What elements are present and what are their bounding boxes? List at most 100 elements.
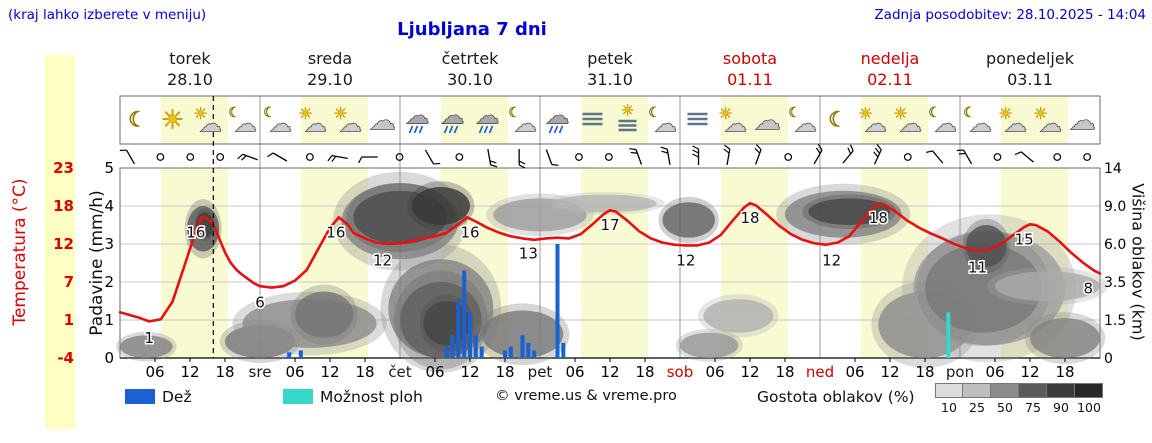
svg-text:-4: -4: [57, 349, 74, 367]
svg-text:17: 17: [600, 216, 619, 234]
svg-text:06: 06: [845, 363, 864, 381]
rain-legend-swatch: [125, 389, 155, 404]
svg-text:pon: pon: [946, 363, 974, 381]
svg-text:☁: ☁: [654, 111, 677, 137]
svg-text:18: 18: [775, 363, 794, 381]
svg-text:15: 15: [1015, 230, 1034, 248]
density-value: 100: [1077, 400, 1101, 415]
day-name: sreda: [307, 49, 353, 68]
svg-text:☁: ☁: [1069, 106, 1096, 137]
wind-barb: [518, 149, 526, 169]
density-value: 10: [941, 400, 957, 415]
svg-text:☾: ☾: [263, 105, 276, 121]
svg-text:☁: ☁: [514, 111, 537, 137]
rain-legend-label: Dež: [162, 388, 192, 406]
svg-text:☁: ☁: [794, 111, 817, 137]
day-name: torek: [169, 49, 211, 68]
svg-text:16: 16: [186, 223, 205, 241]
wind-barb: [813, 144, 823, 165]
svg-text:14: 14: [1104, 161, 1122, 177]
svg-text:☀: ☀: [333, 104, 347, 123]
density-cell-50: [991, 383, 1019, 398]
svg-text:☀: ☀: [718, 104, 732, 123]
svg-text:5: 5: [104, 159, 114, 177]
svg-text:16: 16: [460, 223, 479, 241]
svg-text:☁: ☁: [269, 111, 292, 137]
weather-icons: ☾ ☀ ☀☁ ☾☁ ☾☁ ☀☁ ☀☁ ☁ ☁ ☁ ☁ ☾☁ ☁ ☀ ☾☁ ☀☁ ☁ ☾☁ ☾ ☀☁ ☀☁ ☾☁ ☾☁ ☀☁ ☀☁…: [128, 101, 1097, 138]
svg-text:18: 18: [635, 363, 654, 381]
svg-text:06: 06: [145, 363, 164, 381]
svg-text:☀: ☀: [1033, 104, 1047, 123]
svg-text:☾: ☾: [508, 105, 521, 121]
svg-text:12: 12: [880, 363, 899, 381]
svg-text:☀: ☀: [858, 104, 872, 123]
svg-text:12: 12: [676, 251, 695, 269]
svg-text:pet: pet: [528, 363, 553, 381]
showers-legend-swatch: [283, 389, 313, 404]
svg-text:☁: ☁: [864, 111, 887, 137]
cloud-density-scale: 10 25 50 75 90 100: [935, 383, 1105, 415]
svg-text:☀: ☀: [893, 104, 907, 123]
svg-text:☁: ☁: [934, 111, 957, 137]
wind-barb: [692, 145, 700, 165]
day-header-petek: petek 31.10: [540, 48, 680, 90]
svg-text:☀: ☀: [298, 104, 312, 123]
day-name: sobota: [722, 49, 778, 68]
temperature-scale-strip: [45, 55, 75, 429]
svg-text:18: 18: [495, 363, 514, 381]
density-value: 25: [969, 400, 985, 415]
svg-text:3.5: 3.5: [1104, 275, 1126, 291]
svg-text:2: 2: [104, 273, 114, 291]
svg-text:06: 06: [565, 363, 584, 381]
svg-text:4: 4: [104, 197, 114, 215]
wind-barb: [956, 149, 973, 165]
svg-text:sre: sre: [249, 363, 272, 381]
density-cell-75: [1019, 383, 1047, 398]
day-date: 01.11: [727, 70, 773, 89]
svg-text:18: 18: [915, 363, 934, 381]
day-name: petek: [587, 49, 633, 68]
day-header-sreda: sreda 29.10: [260, 48, 400, 90]
density-cell-100: [1075, 383, 1103, 398]
svg-text:☀: ☀: [998, 104, 1012, 123]
svg-text:☁: ☁: [476, 102, 500, 130]
density-scale-cells: [935, 383, 1105, 398]
density-cell-10: [935, 383, 963, 398]
density-value: 90: [1053, 400, 1069, 415]
svg-text:1: 1: [104, 311, 114, 329]
svg-text:☁: ☁: [1004, 111, 1027, 137]
svg-text:☁: ☁: [1039, 111, 1062, 137]
svg-text:6.0: 6.0: [1104, 237, 1126, 253]
density-value: 50: [997, 400, 1013, 415]
day-header-četrtek: četrtek 30.10: [400, 48, 540, 90]
wind-barb: [487, 149, 498, 168]
svg-text:18: 18: [740, 209, 759, 227]
svg-text:06: 06: [425, 363, 444, 381]
wind-barb: [925, 150, 944, 164]
wind-barb: [424, 149, 441, 165]
svg-text:18: 18: [355, 363, 374, 381]
page-title: Ljubljana 7 dni: [397, 19, 547, 40]
svg-text:13: 13: [519, 244, 538, 262]
svg-text:☁: ☁: [969, 111, 992, 137]
svg-text:18: 18: [215, 363, 234, 381]
svg-text:☁: ☁: [406, 102, 430, 130]
svg-text:☁: ☁: [899, 111, 922, 137]
copyright-link[interactable]: © vreme.us & vreme.pro: [495, 388, 677, 404]
wind-barb: [327, 154, 348, 163]
wind-barb: [358, 156, 378, 164]
svg-text:☾: ☾: [928, 105, 941, 121]
svg-text:6: 6: [255, 294, 265, 312]
svg-text:1: 1: [64, 311, 74, 329]
svg-text:12: 12: [53, 235, 74, 253]
svg-text:9.0: 9.0: [1104, 199, 1126, 215]
day-date: 31.10: [587, 70, 633, 89]
cloud-density-blobs: [116, 171, 1108, 373]
svg-text:12: 12: [373, 251, 392, 269]
wind-barb: [1014, 151, 1034, 163]
wind-barb: [754, 144, 762, 165]
svg-text:ned: ned: [806, 363, 834, 381]
temperature-labels: 1 16 6 16 12 16 13 17 12 18 12 18 11 15 8: [143, 208, 1095, 349]
wind-barb: [660, 146, 671, 165]
